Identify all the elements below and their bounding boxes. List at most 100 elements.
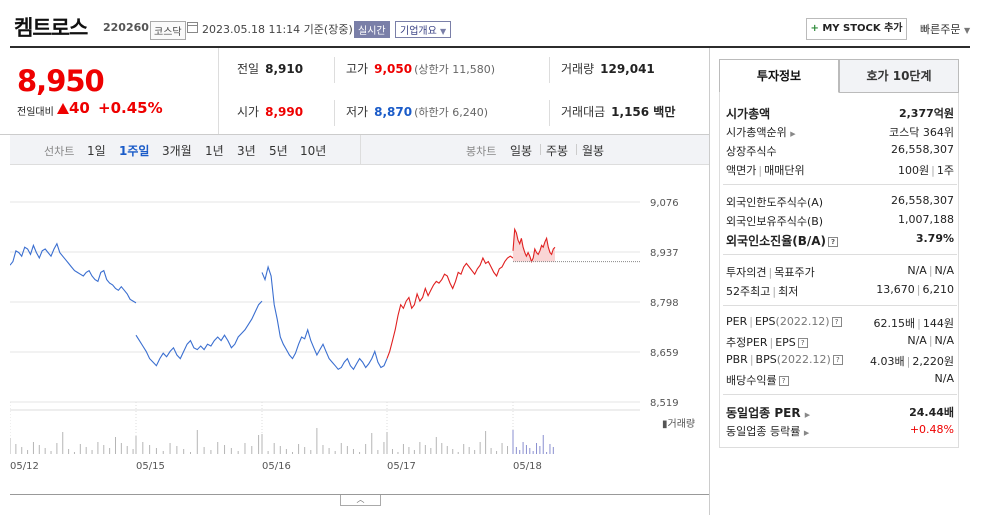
quick-order-button[interactable]: 빠른주문 ▼ bbox=[920, 21, 970, 37]
quote-divider bbox=[334, 100, 335, 126]
quote-divider bbox=[549, 100, 550, 126]
low52-label: 최저 bbox=[778, 285, 799, 298]
per-label: PER bbox=[726, 315, 748, 328]
y-tick-label: 8,519 bbox=[650, 398, 679, 409]
period-3m[interactable]: 3개월 bbox=[162, 144, 192, 158]
chevron-down-icon: ▼ bbox=[963, 26, 971, 35]
help-icon[interactable]: ? bbox=[828, 236, 839, 247]
low-value: 8,870 bbox=[374, 105, 413, 119]
separator-bar: | bbox=[928, 334, 933, 347]
par-value: 100원 bbox=[898, 164, 930, 177]
period-1y[interactable]: 1년 bbox=[205, 144, 224, 158]
foreign-limit-label: 외국인한도주식수(A) bbox=[726, 196, 824, 209]
collapse-chart-button[interactable]: ︿ bbox=[340, 495, 381, 506]
sector-per-label-wrap[interactable]: 동일업종 PER ▶ bbox=[726, 404, 810, 421]
toolbar-separator bbox=[540, 144, 541, 155]
foreign-hold-label: 외국인보유주식수(B) bbox=[726, 215, 824, 228]
stock-header: 켐트로스 220260 코스닥 2023.05.18 11:14 기준(장중) … bbox=[0, 0, 989, 46]
dividend-value: N/A bbox=[934, 372, 954, 385]
par-trade-values: 100원 | 1주 bbox=[898, 162, 954, 178]
row-pbr-bps: PBR | BPS(2022.12)? 4.03배 | 2,220원 bbox=[726, 351, 954, 370]
row-foreign-hold: 외국인보유주식수(B) 1,007,188 bbox=[726, 211, 954, 230]
per-value: 62.15배 bbox=[873, 317, 916, 330]
pbr-period: (2022.12) bbox=[776, 353, 831, 366]
row-market-cap-rank: 시가총액순위 ▶ 코스닥 364위 bbox=[726, 122, 954, 141]
change-label: 전일대비 bbox=[17, 107, 54, 118]
est-per-values: N/A | N/A bbox=[907, 334, 954, 347]
candle-chart-label: 봉차트 bbox=[466, 145, 497, 158]
low-label: 저가 bbox=[346, 105, 369, 119]
sector-rate-label: 동일업종 등락률 bbox=[726, 425, 801, 438]
quote-volume: 거래량 129,041 bbox=[561, 48, 655, 91]
period-10y[interactable]: 10년 bbox=[300, 144, 327, 158]
quote-divider bbox=[334, 57, 335, 83]
chevron-up-icon: ︿ bbox=[356, 495, 365, 504]
price-change: 40 bbox=[69, 99, 90, 117]
candle-weekly[interactable]: 주봉 bbox=[546, 144, 569, 158]
per-eps-values: 62.15배 | 144원 bbox=[874, 315, 954, 331]
market-cap-rank-label-wrap[interactable]: 시가총액순위 ▶ bbox=[726, 124, 796, 140]
help-icon[interactable]: ? bbox=[778, 376, 789, 386]
quote-bottom-border bbox=[0, 134, 710, 135]
chart-bottom-border bbox=[10, 494, 710, 495]
shares-value: 26,558,307 bbox=[891, 143, 954, 156]
quote-table: 전일 8,910 고가 9,050 (상한가 11,580) 거래량 129,041 시… bbox=[219, 48, 710, 134]
separator-bar: | bbox=[749, 315, 753, 328]
separator-bar: | bbox=[749, 353, 754, 366]
target-value: N/A bbox=[934, 264, 954, 277]
quote-low: 저가 8,870 (하한가 6,240) bbox=[346, 91, 488, 134]
separator-bar: | bbox=[928, 264, 933, 277]
prev-close-label: 전일 bbox=[237, 62, 260, 76]
chevron-right-icon: ▶ bbox=[803, 429, 810, 437]
sector-rate-label-wrap[interactable]: 동일업종 등락률 ▶ bbox=[726, 423, 809, 439]
separator-bar: | bbox=[917, 317, 921, 330]
pbr-bps-labels: PBR | BPS(2022.12)? bbox=[726, 353, 843, 366]
low52-value: 6,210 bbox=[922, 283, 955, 296]
period-5y[interactable]: 5년 bbox=[269, 144, 288, 158]
price-line-series bbox=[512, 227, 556, 264]
price-chart[interactable]: 9,076 8,937 8,798 8,659 8,519 ▮거래량 05/12 05/15 0… bbox=[10, 166, 710, 496]
chart-toolbar: 선차트 1일 1주일 3개월 1년 3년 5년 10년 봉차트 일봉 주봉 월봉 bbox=[10, 135, 710, 165]
quick-order-label: 빠른주문 bbox=[920, 23, 961, 36]
period-3y[interactable]: 3년 bbox=[237, 144, 256, 158]
period-1d[interactable]: 1일 bbox=[87, 144, 106, 158]
add-mystock-button[interactable]: + MY STOCK 추가 bbox=[806, 18, 907, 40]
volume-label: 거래량 bbox=[561, 62, 595, 76]
dividend-label-wrap: 배당수익률? bbox=[726, 372, 789, 388]
row-dividend: 배당수익률? N/A bbox=[726, 370, 954, 389]
separator-bar: | bbox=[931, 164, 935, 177]
high-label: 고가 bbox=[346, 62, 369, 76]
row-sector-per: 동일업종 PER ▶ 24.44배 bbox=[726, 402, 954, 421]
x-tick-label: 05/12 bbox=[10, 461, 39, 472]
price-chart-svg: 9,076 8,937 8,798 8,659 8,519 ▮거래량 05/12 05/15 0… bbox=[10, 198, 695, 472]
row-shares: 상장주식수 26,558,307 bbox=[726, 141, 954, 160]
candle-monthly[interactable]: 월봉 bbox=[582, 144, 605, 158]
amount-value: 1,156 백만 bbox=[611, 105, 676, 119]
quote-amount: 거래대금 1,156 백만 bbox=[561, 91, 675, 134]
shares-label: 상장주식수 bbox=[726, 145, 777, 158]
separator-bar: | bbox=[906, 355, 911, 368]
foreign-limit-value: 26,558,307 bbox=[891, 194, 954, 207]
panel-divider-line bbox=[723, 184, 957, 185]
row-est-per: 추정PER | EPS? N/A | N/A bbox=[726, 332, 954, 351]
row-par-value: 액면가 | 매매단위 100원 | 1주 bbox=[726, 160, 954, 179]
header-divider bbox=[10, 46, 970, 48]
help-icon[interactable]: ? bbox=[831, 317, 842, 327]
company-overview-button[interactable]: 기업개요 ▼ bbox=[395, 21, 452, 38]
volume-value: 129,041 bbox=[600, 62, 655, 76]
candle-daily[interactable]: 일봉 bbox=[510, 144, 533, 158]
period-1w[interactable]: 1주일 bbox=[119, 144, 150, 158]
par-label: 액면가 bbox=[726, 164, 757, 177]
panel-body: 시가총액 2,377억원 시가총액순위 ▶ 코스닥 364위 상장주식수 26,… bbox=[719, 93, 959, 448]
tab-order-book[interactable]: 호가 10단계 bbox=[839, 59, 959, 93]
realtime-badge[interactable]: 실시간 bbox=[354, 21, 390, 38]
pbr-bps-values: 4.03배 | 2,220원 bbox=[870, 353, 954, 369]
panel-divider-line bbox=[723, 394, 957, 395]
foreign-ratio-label-wrap: 외국인소진율(B/A)? bbox=[726, 232, 839, 249]
help-icon[interactable]: ? bbox=[832, 355, 843, 365]
help-icon[interactable]: ? bbox=[797, 338, 808, 348]
pbr-value: 4.03배 bbox=[870, 355, 905, 368]
separator-bar: | bbox=[769, 336, 774, 349]
tab-investment-info[interactable]: 투자정보 bbox=[719, 59, 839, 93]
row-per-eps: PER | EPS(2022.12)? 62.15배 | 144원 bbox=[726, 313, 954, 332]
